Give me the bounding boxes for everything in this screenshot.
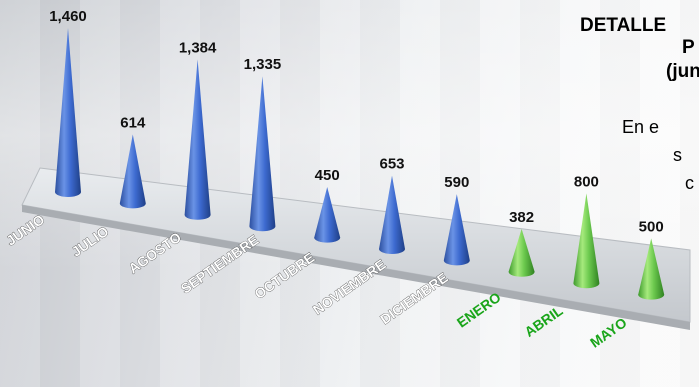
- cone-diciembre: [443, 194, 470, 266]
- value-label-agosto: 1,384: [179, 39, 217, 56]
- cone-septiembre: [249, 76, 276, 232]
- cone-enero: [508, 228, 535, 277]
- title-line-1: DETALLE: [580, 15, 667, 36]
- cone-abril: [573, 193, 600, 289]
- value-label-enero: 382: [509, 209, 534, 226]
- value-label-abril: 800: [574, 173, 599, 190]
- cone-mayo: [638, 238, 665, 300]
- cone-agosto: [184, 59, 211, 220]
- category-label-julio: JULIO: [68, 223, 111, 260]
- value-label-diciembre: 590: [444, 174, 469, 191]
- chart-marks: [55, 28, 665, 300]
- cone-noviembre: [379, 175, 405, 254]
- cone-junio: [55, 28, 81, 197]
- category-label-agosto: AGOSTO: [125, 229, 184, 277]
- floor-edge: [22, 205, 690, 330]
- cone-julio: [119, 134, 146, 209]
- value-label-octubre: 450: [315, 167, 340, 184]
- side-text-panel: DETALLE P (jun En e s c: [570, 14, 699, 244]
- value-label-mayo: 500: [639, 218, 664, 235]
- title-line-2: P: [682, 37, 695, 58]
- body-line-1: En e: [622, 117, 660, 137]
- category-label-junio: JUNIO: [3, 211, 47, 249]
- body-line-3: c: [685, 173, 694, 193]
- value-label-junio: 1,460: [49, 8, 87, 25]
- value-label-julio: 614: [120, 114, 146, 131]
- body-line-2: s: [673, 145, 682, 165]
- value-label-septiembre: 1,335: [244, 56, 282, 73]
- value-label-noviembre: 653: [379, 156, 404, 173]
- category-label-mayo: MAYO: [587, 314, 630, 351]
- title-line-3: (jun: [666, 61, 699, 82]
- category-label-enero: ENERO: [454, 289, 504, 331]
- category-label-abril: ABRIL: [521, 302, 566, 340]
- cone-octubre: [314, 187, 341, 243]
